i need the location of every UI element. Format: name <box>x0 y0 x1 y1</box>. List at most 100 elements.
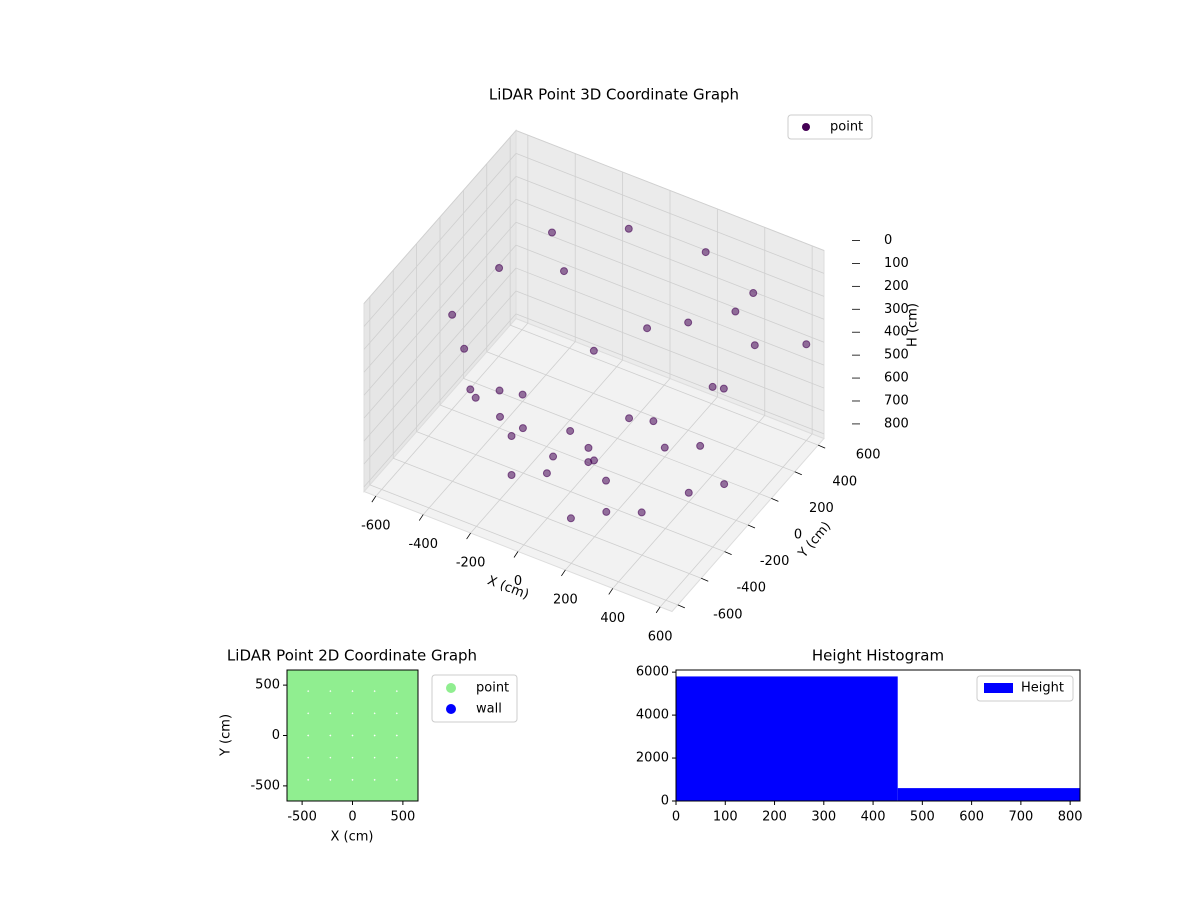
point <box>518 424 527 433</box>
point <box>304 687 335 718</box>
y-tick-label: 0 <box>272 728 280 743</box>
y-tick-label: 6000 <box>636 665 669 680</box>
point <box>584 458 593 467</box>
point <box>326 670 357 696</box>
y-tick-label: 0 <box>661 794 669 809</box>
grid-line <box>515 130 825 251</box>
point <box>584 443 593 452</box>
grid-line <box>515 244 825 366</box>
tick-mark <box>371 495 377 503</box>
x-tick-label: -500 <box>287 810 317 825</box>
y-axis-label: Y (cm) <box>219 714 234 757</box>
point <box>602 476 610 485</box>
point <box>326 731 357 762</box>
x-tick-label: 500 <box>910 810 935 825</box>
point <box>495 386 504 395</box>
x-tick-label: 400 <box>600 611 625 626</box>
legend-box <box>431 674 518 723</box>
y-tick-label: 400 <box>832 474 857 489</box>
z-axis-label: H (cm) <box>906 303 921 347</box>
point <box>304 709 335 740</box>
point <box>304 731 335 762</box>
grid-line <box>510 324 819 446</box>
grid-line <box>369 484 678 606</box>
point <box>287 687 313 718</box>
x-tick-label: 300 <box>811 810 836 825</box>
point <box>348 670 379 696</box>
point <box>460 344 469 353</box>
point <box>466 385 475 394</box>
chart-title: LiDAR Point 3D Coordinate Graph <box>489 86 739 104</box>
x-tick-label: 800 <box>1058 810 1083 825</box>
x-axis-label: X (cm) <box>331 830 374 845</box>
tick-mark <box>701 577 709 582</box>
y-tick-label: 500 <box>255 678 280 693</box>
grid-line <box>363 130 517 304</box>
point <box>749 289 758 298</box>
point <box>507 432 516 441</box>
x-tick-label: -400 <box>408 537 438 552</box>
point <box>496 412 504 421</box>
tick-mark <box>655 606 661 614</box>
point <box>802 340 811 349</box>
grid-line <box>515 175 825 297</box>
grid-line <box>363 153 517 327</box>
grid-line <box>363 221 517 396</box>
tick-mark <box>794 471 802 476</box>
grid-line <box>363 290 517 465</box>
point <box>326 687 357 718</box>
y-tick-label: 0 <box>794 528 802 543</box>
point <box>720 480 729 489</box>
point <box>348 709 379 740</box>
chart-title: Height Histogram <box>812 647 944 665</box>
y-tick-label: 200 <box>809 501 834 516</box>
point <box>370 753 401 784</box>
grid-line <box>515 221 825 343</box>
y-tick-label: -200 <box>760 554 790 569</box>
y-tick-label: 600 <box>856 448 881 463</box>
x-tick-label: 100 <box>713 810 738 825</box>
point <box>696 441 705 450</box>
point <box>602 507 611 516</box>
point <box>660 443 669 452</box>
tick-mark <box>747 524 756 529</box>
point <box>392 687 418 718</box>
z-tick-label: 0 <box>884 233 892 248</box>
tick-mark <box>608 588 614 595</box>
z-tick-label: 800 <box>884 416 909 431</box>
x-tick-label: 0 <box>514 574 522 589</box>
tick-mark <box>513 551 519 558</box>
y-tick-label: 4000 <box>636 708 669 723</box>
x-tick-label: 200 <box>553 592 578 607</box>
point <box>495 264 504 273</box>
grid-line <box>363 176 517 350</box>
point <box>370 670 401 696</box>
point <box>304 670 335 696</box>
point <box>304 753 335 784</box>
point <box>326 753 357 784</box>
x-tick-label: 0 <box>348 810 356 825</box>
point <box>392 731 418 762</box>
z-tick-label: 700 <box>884 393 909 408</box>
grid-line <box>393 457 702 579</box>
point <box>287 753 313 784</box>
tick-mark <box>561 569 566 577</box>
point <box>348 753 379 784</box>
grid-line <box>363 267 517 442</box>
y-tick-label: -500 <box>250 778 280 793</box>
x-tick-label: -200 <box>456 556 486 571</box>
z-tick-label: 100 <box>884 256 909 271</box>
grid-line <box>515 153 825 274</box>
grid-line <box>416 431 725 552</box>
point <box>684 488 693 497</box>
y-tick-label: -600 <box>713 607 743 622</box>
tick-mark <box>771 498 779 502</box>
legend-label: wall <box>476 702 502 717</box>
x-axis-label: X (cm) <box>485 573 531 602</box>
x-tick-label: 0 <box>672 810 680 825</box>
point <box>566 426 575 435</box>
tick-mark <box>724 551 732 555</box>
x-tick-label: 200 <box>762 810 787 825</box>
chart-title: LiDAR Point 2D Coordinate Graph <box>227 647 477 665</box>
